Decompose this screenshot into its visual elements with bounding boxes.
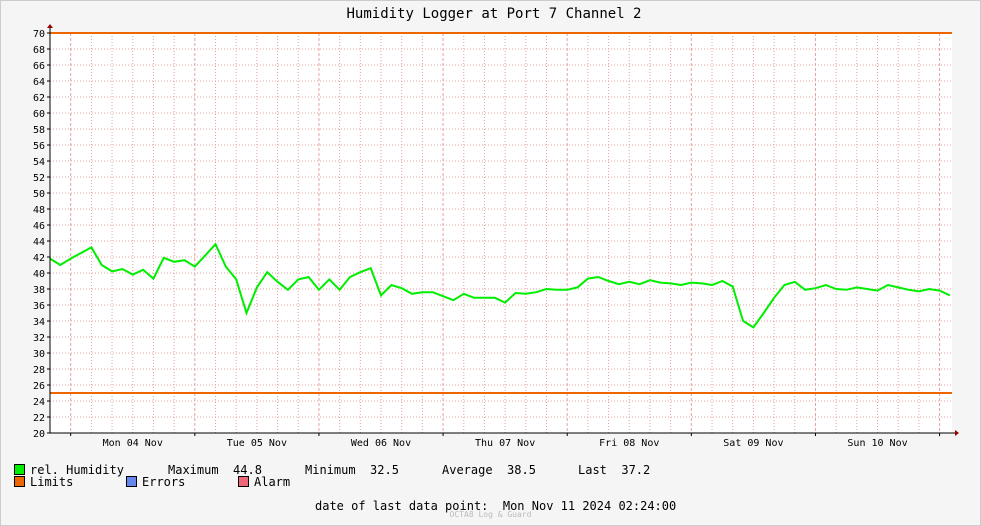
errors-swatch-icon bbox=[126, 476, 137, 487]
y-tick-label: 42 bbox=[33, 253, 45, 264]
legend-series-label: rel. Humidity bbox=[30, 463, 124, 477]
alarm-label: Alarm bbox=[254, 475, 291, 489]
legend-max: Maximum 44.8 bbox=[168, 463, 262, 477]
watermark: OCTA8 Log & Guard bbox=[449, 510, 532, 519]
x-tick-label: Mon 04 Nov bbox=[103, 438, 163, 449]
last-value: 37.2 bbox=[621, 463, 651, 477]
y-axis-arrow-icon bbox=[47, 24, 53, 28]
y-tick-label: 36 bbox=[33, 301, 45, 312]
y-tick-label: 62 bbox=[33, 93, 45, 104]
last-data-point-value: Mon Nov 11 2024 02:24:00 bbox=[502, 499, 677, 513]
y-tick-label: 68 bbox=[33, 45, 45, 56]
legend-limits: Limits bbox=[14, 475, 73, 489]
avg-label: Average bbox=[442, 463, 493, 477]
limits-swatch-icon bbox=[14, 476, 25, 487]
y-tick-label: 24 bbox=[33, 397, 45, 408]
y-tick-label: 34 bbox=[33, 317, 45, 328]
y-tick-label: 58 bbox=[33, 125, 45, 136]
grid bbox=[49, 32, 952, 434]
avg-value: 38.5 bbox=[507, 463, 536, 477]
y-tick-label: 30 bbox=[33, 349, 45, 360]
y-tick-label: 60 bbox=[33, 109, 45, 120]
y-tick-label: 44 bbox=[33, 237, 45, 248]
series-line-rel-humidity bbox=[49, 242, 951, 329]
legend-errors: Errors bbox=[126, 475, 185, 489]
legend-series: rel. Humidity bbox=[14, 463, 124, 477]
y-tick-label: 26 bbox=[33, 381, 45, 392]
y-tick-label: 38 bbox=[33, 285, 45, 296]
x-tick-label: Wed 06 Nov bbox=[351, 438, 411, 449]
x-tick-label: Sun 10 Nov bbox=[847, 438, 907, 449]
y-tick-label: 54 bbox=[33, 157, 45, 168]
min-label: Minimum bbox=[305, 463, 356, 477]
y-axis-ticks: 20 22 24 26 28 30 32 34 36 38 40 42 44 46 48 50 52 54 56 58… bbox=[33, 29, 50, 440]
x-tick-label: Thu 07 Nov bbox=[475, 438, 535, 449]
legend-last: Last 37.2 bbox=[578, 463, 650, 477]
legend-min: Minimum 32.5 bbox=[305, 463, 399, 477]
chart-title: Humidity Logger at Port 7 Channel 2 bbox=[346, 6, 641, 22]
y-tick-label: 20 bbox=[33, 429, 45, 440]
last-data-point-label: date of last data point: bbox=[315, 499, 489, 513]
last-label: Last bbox=[578, 463, 607, 477]
limits-label: Limits bbox=[30, 475, 74, 489]
min-value: 32.5 bbox=[370, 463, 399, 477]
legend-alarm: Alarm bbox=[238, 475, 290, 489]
y-tick-label: 64 bbox=[33, 77, 45, 88]
y-tick-label: 40 bbox=[33, 269, 45, 280]
y-tick-label: 32 bbox=[33, 333, 45, 344]
y-tick-label: 56 bbox=[33, 141, 45, 152]
plot-area bbox=[50, 32, 952, 433]
legend-avg: Average 38.5 bbox=[442, 463, 536, 477]
max-label: Maximum bbox=[168, 463, 219, 477]
y-tick-label: 28 bbox=[33, 365, 45, 376]
x-tick-label: Tue 05 Nov bbox=[227, 438, 287, 449]
alarm-swatch-icon bbox=[238, 476, 249, 487]
y-tick-label: 52 bbox=[33, 173, 45, 184]
y-tick-label: 48 bbox=[33, 205, 45, 216]
x-tick-label: Fri 08 Nov bbox=[599, 438, 659, 449]
y-tick-label: 66 bbox=[33, 61, 45, 72]
max-value: 44.8 bbox=[233, 463, 262, 477]
x-axis-arrow-icon bbox=[955, 430, 959, 436]
y-tick-label: 50 bbox=[33, 189, 45, 200]
errors-label: Errors bbox=[142, 475, 186, 489]
x-tick-label: Sat 09 Nov bbox=[723, 438, 783, 449]
y-tick-label: 70 bbox=[33, 29, 45, 40]
series-swatch-icon bbox=[14, 464, 25, 475]
y-tick-label: 22 bbox=[33, 413, 45, 424]
y-tick-label: 46 bbox=[33, 221, 45, 232]
last-data-point: date of last data point: Mon Nov 11 2024… bbox=[315, 499, 676, 513]
